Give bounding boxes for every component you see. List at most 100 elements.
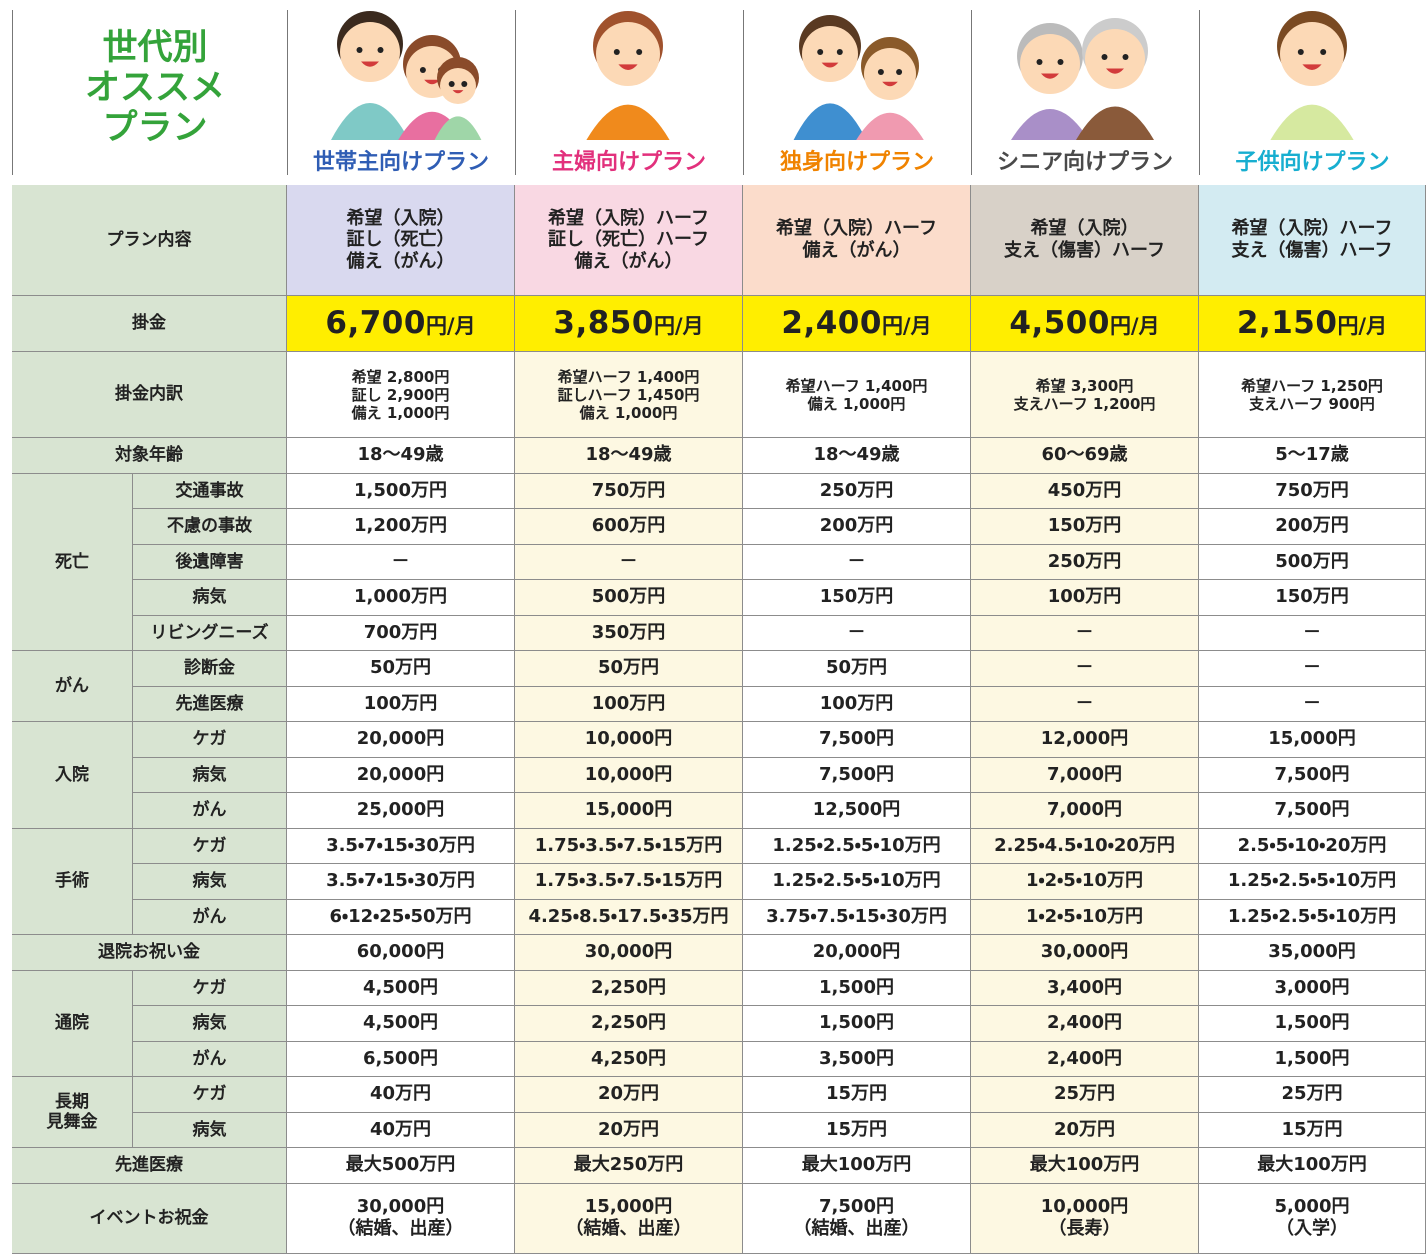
table-cell: 5〜17歳: [1199, 438, 1426, 474]
illustration-part: [331, 103, 409, 140]
row-label: 後遺障害: [133, 544, 287, 580]
cell-text: 1,500円: [819, 976, 894, 998]
table-cell: 希望 2,800円 証し 2,900円 備え 1,000円: [287, 352, 515, 438]
cell-text: 2,400円: [1047, 1012, 1122, 1034]
cell-line: 支え（傷害）ハーフ: [1004, 240, 1165, 261]
illustration-part: [896, 69, 903, 75]
illustration-part: [1011, 109, 1089, 140]
illustration-part: [452, 90, 464, 94]
table-cell: 250万円: [971, 544, 1199, 580]
header-separator: [971, 10, 972, 175]
cell-text: 100万円: [591, 692, 666, 714]
cell-text: 手術: [55, 871, 89, 892]
illustration-part: [361, 61, 379, 67]
table-cell: 4,250円: [515, 1041, 743, 1077]
row-label: 病気: [133, 580, 287, 616]
header-separator: [743, 10, 744, 175]
table-cell: －: [743, 544, 971, 580]
illustration-part: [1085, 29, 1145, 89]
cell-line: 備え 1,000円: [579, 403, 678, 422]
table-cell: 最大100万円: [971, 1148, 1199, 1184]
row-label: 対象年齢: [12, 438, 287, 474]
cell-text: 3.5・7・15・30万円: [326, 870, 475, 892]
table-cell: 希望ハーフ 1,400円 備え 1,000円: [743, 352, 971, 438]
cell-text: 500万円: [591, 586, 666, 608]
table-cell: 250万円: [743, 473, 971, 509]
cell-text: －: [1303, 621, 1321, 643]
table-cell: 2,400円: [971, 1041, 1199, 1077]
table-cell: 100万円: [743, 686, 971, 722]
cell-text: 最大500万円: [345, 1154, 456, 1176]
illustration-part: [586, 104, 670, 140]
cell-text: 200万円: [819, 515, 894, 537]
table-cell: 18〜49歳: [287, 438, 515, 474]
cell-text: 最大100万円: [1257, 1154, 1367, 1176]
cell-line: 希望ハーフ 1,400円: [557, 367, 700, 386]
group-label: 入院: [12, 722, 133, 829]
cell-text: プラン内容: [106, 229, 192, 250]
cell-line: 希望（入院）: [346, 207, 455, 229]
cell-text: 40万円: [369, 1118, 432, 1140]
table-cell: 希望（入院）ハーフ 備え（がん）: [743, 185, 971, 296]
cell-text: 25万円: [1053, 1083, 1116, 1105]
cell-line: 長期: [55, 1091, 89, 1112]
table-cell: 100万円: [971, 580, 1199, 616]
cell-text: 1.75・3.5・7.5・15万円: [534, 834, 723, 856]
table-cell: 1・2・5・10万円: [971, 899, 1199, 935]
page-title: 世代別 オススメ プラン: [40, 28, 270, 148]
table-cell: 30,000円 （結婚、出産）: [287, 1183, 515, 1254]
cell-text: 12,500円: [812, 799, 901, 821]
cell-text: 700万円: [363, 621, 438, 643]
illustration-part: [802, 26, 858, 82]
price-unit: 円/月: [653, 313, 704, 338]
cell-text: 2,250円: [591, 1012, 666, 1034]
table-cell: 最大250万円: [515, 1148, 743, 1184]
table-cell: 30,000円: [971, 935, 1199, 971]
cell-text: 250万円: [819, 479, 894, 501]
table-cell: 希望（入院） 支え（傷害）ハーフ: [971, 185, 1199, 296]
cell-text: がん: [55, 675, 89, 696]
cell-line: 希望ハーフ 1,400円: [785, 376, 928, 395]
cell-text: 4,500円: [363, 1012, 438, 1034]
table-cell: 20,000円: [287, 757, 515, 793]
table-cell: 10,000円: [515, 722, 743, 758]
cell-text: 2.5・5・10・20万円: [1237, 834, 1387, 856]
illustration-part: [440, 68, 476, 104]
cell-text: 750万円: [1275, 479, 1349, 501]
table-cell: 450万円: [971, 473, 1199, 509]
table-cell: 2.5・5・10・20万円: [1199, 828, 1426, 864]
illustration-part: [340, 22, 400, 82]
row-label: 病気: [133, 864, 287, 900]
table-cell: 1.25・2.5・5・10万円: [1199, 899, 1426, 935]
cell-text: 先進医療: [175, 693, 244, 714]
cell-text: がん: [192, 906, 227, 927]
row-label: 病気: [133, 757, 287, 793]
cell-text: 対象年齢: [115, 445, 183, 466]
cell-text: 100万円: [819, 692, 894, 714]
row-label: プラン内容: [12, 185, 287, 296]
illustration-part: [618, 64, 638, 70]
table-cell: 1,000万円: [287, 580, 515, 616]
cell-text: 1,200万円: [354, 515, 447, 537]
table-cell: 150万円: [971, 509, 1199, 545]
cell-text: 35,000円: [1268, 941, 1356, 963]
cell-line: 希望ハーフ 1,250円: [1241, 376, 1383, 395]
table-cell: 10,000円: [515, 757, 743, 793]
table-cell: 25万円: [1199, 1077, 1426, 1113]
table-cell: －: [743, 615, 971, 651]
cell-text: 通院: [55, 1013, 89, 1034]
cell-text: 18〜49歳: [813, 444, 900, 466]
cell-line: 証しハーフ 1,450円: [557, 385, 700, 404]
illustration-part: [1320, 49, 1327, 55]
table-cell: 7,000円: [971, 793, 1199, 829]
row-label: がん: [133, 899, 287, 935]
cell-text: 250万円: [1047, 550, 1122, 572]
cell-text: 60,000円: [356, 941, 445, 963]
cell-text: 2,250円: [591, 976, 666, 998]
table-cell: 1.25・2.5・5・10万円: [1199, 864, 1426, 900]
table-cell: 15万円: [1199, 1112, 1426, 1148]
cell-line: 支えハーフ 1,200円: [1013, 394, 1156, 413]
table-cell: 500万円: [1199, 544, 1426, 580]
table-cell: －: [1199, 651, 1426, 687]
